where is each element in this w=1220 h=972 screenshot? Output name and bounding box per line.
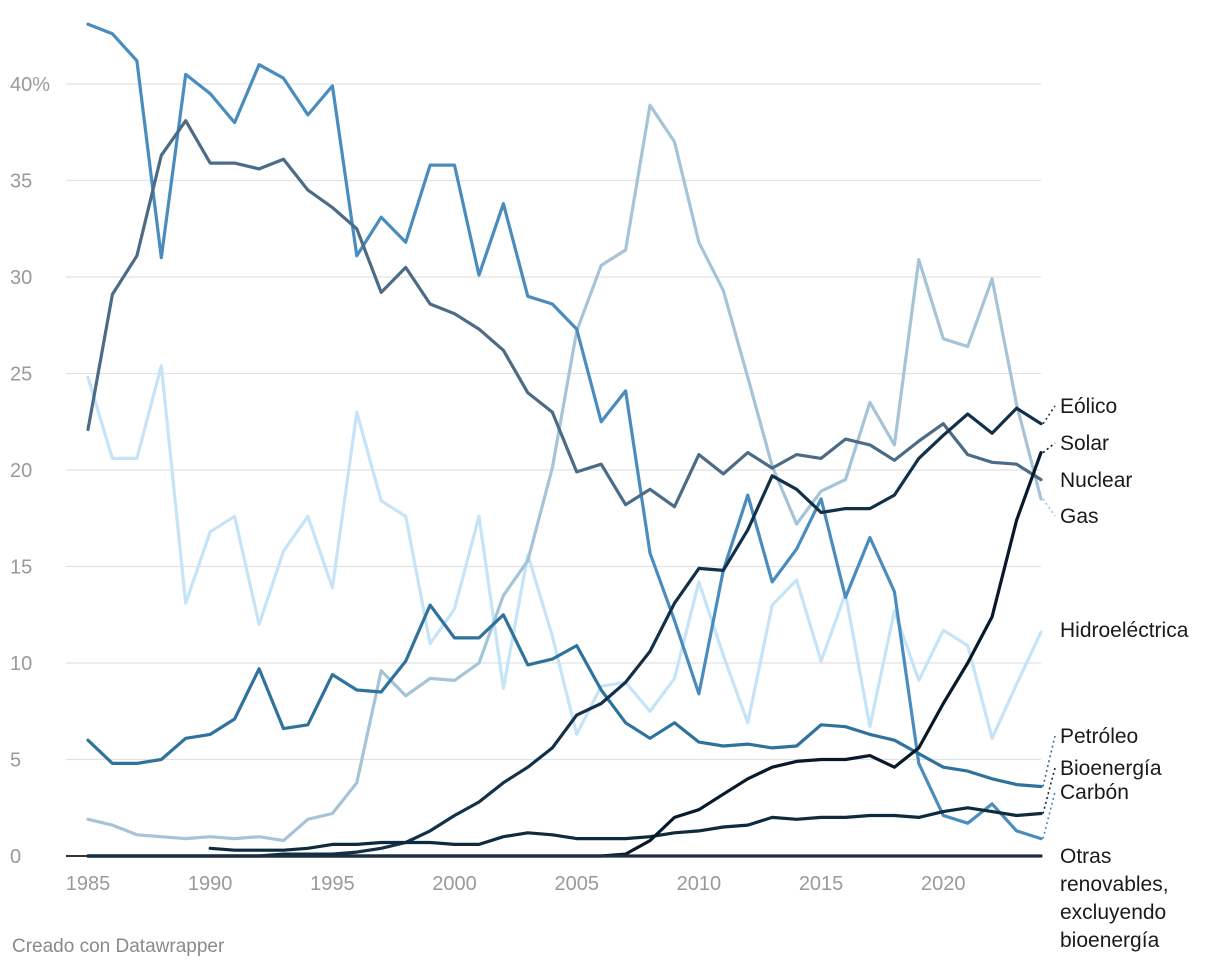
- x-tick-label-1990: 1990: [188, 873, 233, 895]
- series-line-solar: [86, 451, 1043, 858]
- series-line-hidroelectrica: [86, 364, 1043, 740]
- series-label-petroleo: Petróleo: [1060, 725, 1138, 748]
- leader-bioenergia: [1042, 767, 1056, 814]
- series-label-solar: Solar: [1060, 432, 1109, 455]
- y-tick-label-35: 35: [10, 171, 32, 193]
- credit-text: Creado con Datawrapper: [12, 936, 225, 957]
- series-line-gas: [86, 103, 1043, 843]
- series-labels: Eólico Solar Nuclear Gas Hidroeléctrica Petró…: [1060, 395, 1189, 952]
- series-label-gas: Gas: [1060, 505, 1099, 528]
- series-line-carbon: [86, 22, 1043, 841]
- leader-petroleo: [1042, 735, 1056, 787]
- y-axis-ticks: 0 5 10 15 20 25 30 35 40%: [10, 74, 50, 868]
- series-label-line: renovables,: [1060, 873, 1169, 896]
- y-tick-label-25: 25: [10, 364, 32, 386]
- x-tick-label-2010: 2010: [677, 873, 722, 895]
- x-tick-label-2000: 2000: [432, 873, 477, 895]
- series-line-petroleo: [86, 603, 1043, 789]
- series-line-eolico: [86, 406, 1043, 858]
- x-tick-label-2015: 2015: [799, 873, 844, 895]
- series-line-nuclear: [86, 119, 1043, 509]
- series-label-line: Eólico: [1060, 395, 1117, 418]
- y-tick-label-20: 20: [10, 460, 32, 482]
- x-tick-label-2005: 2005: [554, 873, 599, 895]
- series-label-line: Nuclear: [1060, 469, 1132, 492]
- series-label-hidroelectrica: Hidroeléctrica: [1060, 619, 1189, 642]
- y-tick-label-0: 0: [10, 846, 21, 868]
- x-tick-label-1995: 1995: [310, 873, 355, 895]
- label-leaders: [1042, 405, 1056, 839]
- x-tick-label-2020: 2020: [921, 873, 966, 895]
- y-tick-label-10: 10: [10, 653, 32, 675]
- series-label-line: Otras: [1060, 845, 1111, 868]
- x-axis-ticks: 1985 1990 1995 2000 2005 2010 2015 2020: [66, 873, 966, 895]
- series-label-line: Carbón: [1060, 781, 1129, 804]
- series-label-line: excluyendo: [1060, 901, 1166, 924]
- leader-carbon: [1042, 791, 1056, 839]
- y-tick-label-40: 40%: [10, 74, 50, 96]
- series-label-nuclear: Nuclear: [1060, 469, 1132, 492]
- leader-gas: [1042, 498, 1056, 517]
- series-lines: [86, 22, 1043, 858]
- y-tick-label-30: 30: [10, 267, 32, 289]
- series-label-line: Bioenergía: [1060, 757, 1162, 780]
- series-label-carbon: Carbón: [1060, 781, 1129, 804]
- series-label-eolico: Eólico: [1060, 395, 1117, 418]
- series-label-line: Solar: [1060, 432, 1109, 455]
- series-label-line: Petróleo: [1060, 725, 1138, 748]
- series-label-line: Hidroeléctrica: [1060, 619, 1189, 642]
- series-line-bioenergia: [208, 806, 1043, 852]
- series-label-line: bioenergía: [1060, 929, 1160, 952]
- series-label-bioenergia: Bioenergía: [1060, 757, 1162, 780]
- leader-solar: [1042, 442, 1056, 454]
- series-label-line: Gas: [1060, 505, 1099, 528]
- leader-eolico: [1042, 405, 1056, 425]
- y-tick-label-15: 15: [10, 557, 32, 579]
- series-label-otras-renovables-excluyendo-bioenergia: Otras renovables, excluyendo bioenergía: [1060, 845, 1169, 952]
- y-tick-label-5: 5: [10, 750, 21, 772]
- x-tick-label-1985: 1985: [66, 873, 111, 895]
